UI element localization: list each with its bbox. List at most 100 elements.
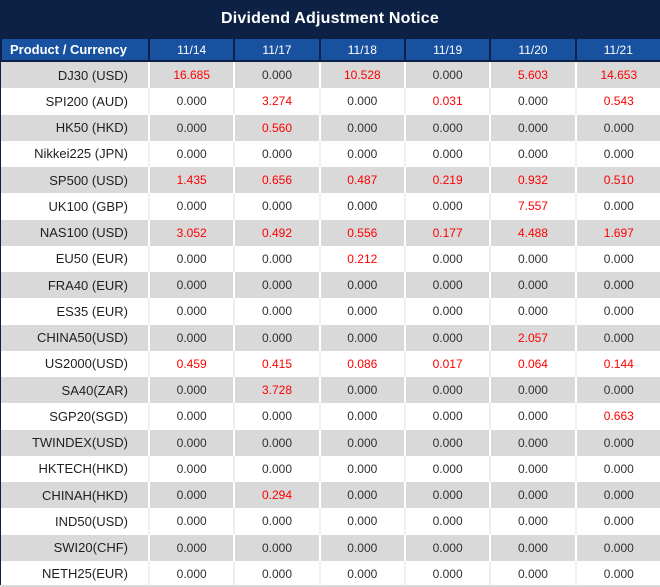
value-cell: 0.000: [490, 429, 577, 456]
value-cell: 0.294: [234, 482, 321, 509]
product-cell: ES35 (EUR): [1, 298, 150, 325]
table-row: HK50 (HKD) 0.000 0.560 0.000 0.000 0.000 0.000: [1, 114, 660, 141]
value-cell: 0.000: [149, 429, 236, 456]
product-cell: CHINAH(HKD): [1, 482, 150, 509]
value-cell: 0.000: [490, 403, 577, 430]
header-row: Product / Currency 11/14 11/17 11/18 11/…: [0, 37, 660, 62]
value-cell: 0.000: [404, 377, 492, 404]
value-cell: 5.603: [490, 61, 577, 89]
value-cell: 0.000: [404, 482, 492, 509]
value-cell: 0.000: [234, 403, 321, 430]
value-cell: 0.000: [404, 455, 492, 482]
value-cell: 0.560: [234, 114, 321, 141]
value-cell: 0.000: [149, 88, 236, 115]
value-cell: 0.144: [575, 350, 660, 377]
value-cell: 0.000: [404, 324, 492, 351]
value-cell: 0.000: [404, 508, 492, 535]
value-cell: 0.000: [575, 114, 660, 141]
product-cell: CHINA50(USD): [1, 324, 150, 351]
value-cell: 0.000: [404, 61, 492, 89]
table-body: DJ30 (USD) 16.685 0.000 10.528 0.000 5.603 14.…: [1, 61, 660, 587]
value-cell: 0.000: [319, 377, 406, 404]
value-cell: 0.000: [319, 403, 406, 430]
table-row: SGP20(SGD) 0.000 0.000 0.000 0.000 0.000 0.663: [1, 403, 660, 430]
value-cell: 0.000: [234, 61, 321, 89]
value-cell: 1.435: [149, 167, 236, 194]
value-cell: 0.177: [404, 219, 492, 246]
value-cell: 0.000: [575, 245, 660, 272]
date-header-11-21: 11/21: [574, 37, 660, 62]
value-cell: 0.000: [319, 272, 406, 299]
value-cell: 0.459: [149, 350, 236, 377]
value-cell: 0.000: [575, 272, 660, 299]
value-cell: 3.274: [234, 88, 321, 115]
product-cell: FRA40 (EUR): [1, 272, 150, 299]
value-cell: 0.000: [319, 324, 406, 351]
value-cell: 0.000: [575, 140, 660, 167]
value-cell: 0.487: [319, 167, 406, 194]
value-cell: 0.663: [575, 403, 660, 430]
product-cell: SWI20(CHF): [1, 534, 150, 561]
value-cell: 0.000: [404, 429, 492, 456]
value-cell: 0.000: [575, 560, 660, 587]
product-cell: EU50 (EUR): [1, 245, 150, 272]
value-cell: 4.488: [490, 219, 577, 246]
value-cell: 0.000: [575, 429, 660, 456]
value-cell: 0.000: [490, 455, 577, 482]
value-cell: 0.212: [319, 245, 406, 272]
value-cell: 0.000: [234, 429, 321, 456]
value-cell: 0.000: [149, 534, 236, 561]
value-cell: 0.000: [319, 508, 406, 535]
table-row: HKTECH(HKD) 0.000 0.000 0.000 0.000 0.000 0.00…: [1, 455, 660, 482]
table-row: NETH25(EUR) 0.000 0.000 0.000 0.000 0.000 0.00…: [1, 560, 660, 587]
product-cell: SA40(ZAR): [1, 377, 150, 404]
table-row: IND50(USD) 0.000 0.000 0.000 0.000 0.000 0.000: [1, 508, 660, 535]
table-row: UK100 (GBP) 0.000 0.000 0.000 0.000 7.557 0.00…: [1, 193, 660, 220]
product-cell: IND50(USD): [1, 508, 150, 535]
value-cell: 0.000: [234, 324, 321, 351]
value-cell: 0.000: [490, 377, 577, 404]
product-cell: NAS100 (USD): [1, 219, 150, 246]
value-cell: 0.000: [319, 88, 406, 115]
value-cell: 0.000: [490, 114, 577, 141]
value-cell: 0.000: [404, 298, 492, 325]
product-cell: Nikkei225 (JPN): [1, 140, 150, 167]
value-cell: 0.031: [404, 88, 492, 115]
product-cell: DJ30 (USD): [1, 61, 150, 89]
product-cell: SGP20(SGD): [1, 403, 150, 430]
value-cell: 0.000: [149, 140, 236, 167]
value-cell: 0.000: [234, 272, 321, 299]
value-cell: 0.000: [490, 508, 577, 535]
table-row: US2000(USD) 0.459 0.415 0.086 0.017 0.064 0.14…: [1, 350, 660, 377]
value-cell: 0.219: [404, 167, 492, 194]
table-row: DJ30 (USD) 16.685 0.000 10.528 0.000 5.603 14.…: [1, 61, 660, 89]
value-cell: 0.000: [149, 560, 236, 587]
value-cell: 0.000: [404, 193, 492, 220]
value-cell: 0.000: [234, 298, 321, 325]
value-cell: 3.728: [234, 377, 321, 404]
value-cell: 0.000: [149, 377, 236, 404]
value-cell: 0.000: [490, 140, 577, 167]
value-cell: 0.000: [404, 272, 492, 299]
table-row: SPI200 (AUD) 0.000 3.274 0.000 0.031 0.000 0.5…: [1, 88, 660, 115]
value-cell: 0.000: [575, 508, 660, 535]
value-cell: 0.064: [490, 350, 577, 377]
product-currency-header: Product / Currency: [0, 37, 150, 62]
value-cell: 0.000: [319, 455, 406, 482]
value-cell: 7.557: [490, 193, 577, 220]
product-cell: SPI200 (AUD): [1, 88, 150, 115]
value-cell: 0.000: [319, 560, 406, 587]
table-row: ES35 (EUR) 0.000 0.000 0.000 0.000 0.000 0.000: [1, 298, 660, 325]
product-cell: NETH25(EUR): [1, 560, 150, 587]
value-cell: 0.000: [149, 272, 236, 299]
value-cell: 0.000: [149, 193, 236, 220]
value-cell: 0.000: [319, 193, 406, 220]
value-cell: 0.000: [319, 298, 406, 325]
product-cell: UK100 (GBP): [1, 193, 150, 220]
value-cell: 0.000: [575, 298, 660, 325]
value-cell: 0.000: [404, 403, 492, 430]
value-cell: 0.086: [319, 350, 406, 377]
value-cell: 0.000: [490, 272, 577, 299]
value-cell: 0.656: [234, 167, 321, 194]
value-cell: 0.000: [575, 534, 660, 561]
